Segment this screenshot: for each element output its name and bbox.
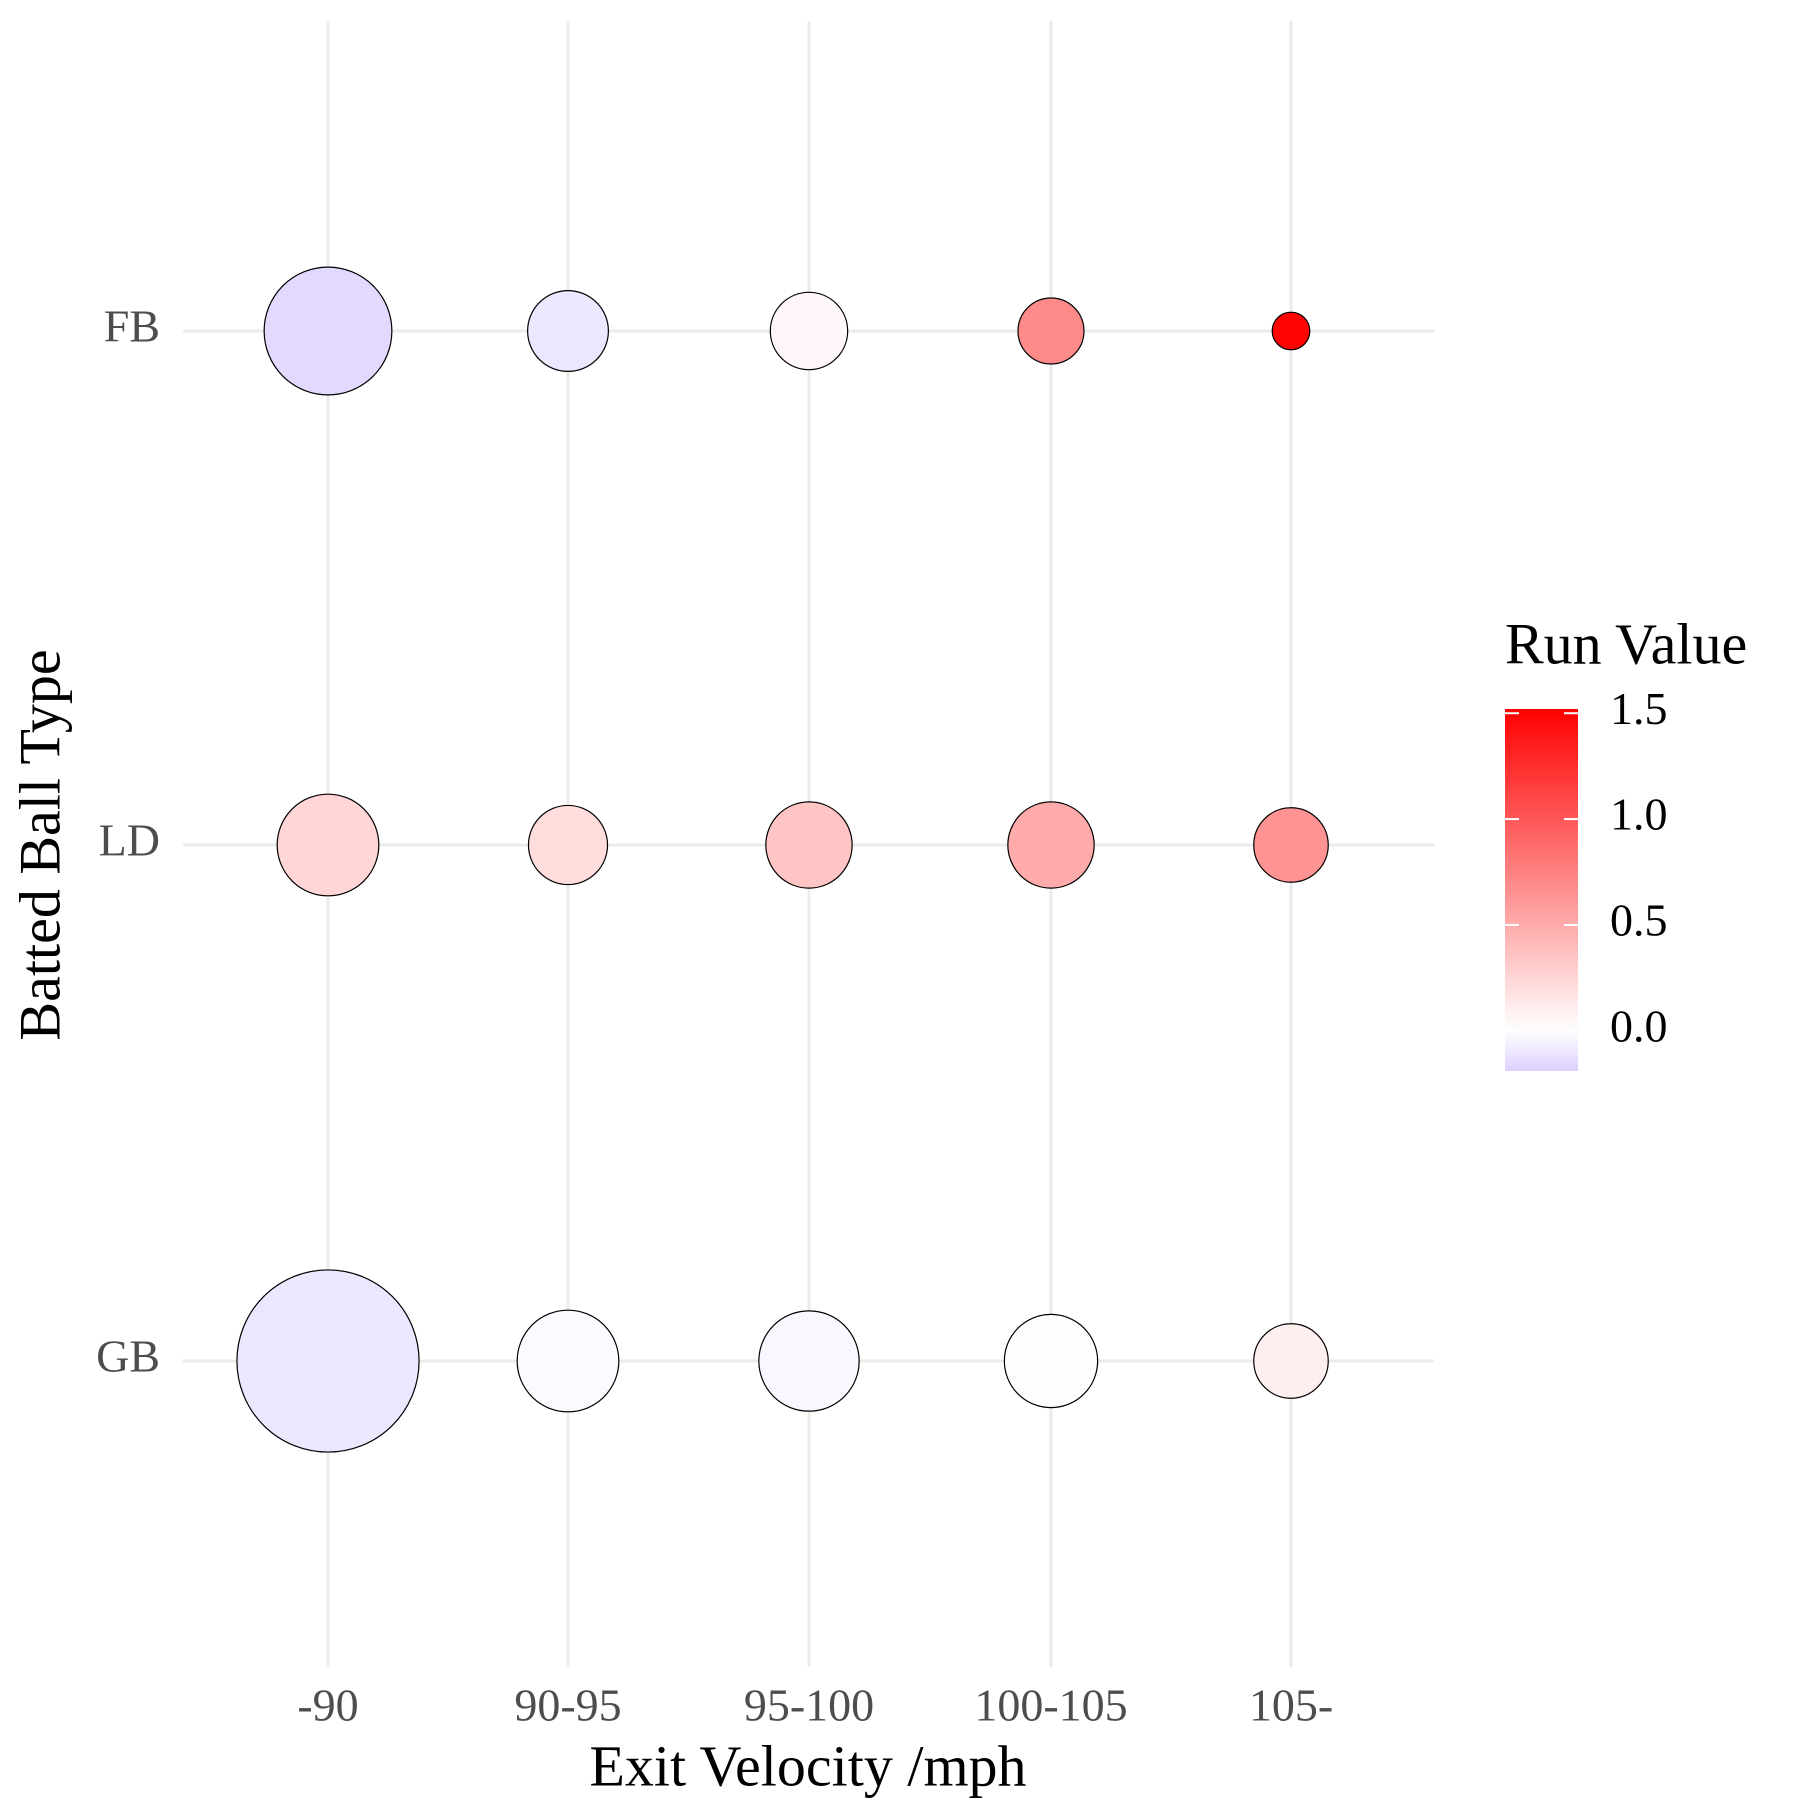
y-tick-label: GB (96, 1331, 160, 1382)
y-tick-label: FB (104, 301, 160, 352)
x-tick-label: 90-95 (514, 1680, 621, 1731)
colorbar-tick-label: 1.0 (1610, 789, 1668, 840)
colorbar-tick-label: 1.5 (1610, 683, 1668, 734)
x-axis-title: Exit Velocity /mph (589, 1733, 1026, 1798)
bubble (1003, 1313, 1099, 1409)
x-tick-label: 100-105 (974, 1680, 1127, 1731)
bubble (263, 266, 393, 396)
bubble (1017, 297, 1085, 365)
colorbar-title: Run Value (1505, 611, 1747, 676)
bubble (758, 1310, 860, 1412)
colorbar (1505, 709, 1578, 1071)
bubble (1271, 311, 1311, 351)
bubble (1253, 807, 1329, 883)
y-tick-label: LD (99, 815, 160, 866)
bubble (1007, 801, 1095, 889)
bubble (1253, 1323, 1329, 1399)
bubble (236, 1269, 420, 1453)
bubble (527, 290, 609, 372)
bubble (769, 291, 849, 371)
y-axis-title: Batted Ball Type (7, 649, 72, 1040)
x-tick-label: -90 (297, 1680, 358, 1731)
x-tick-label: 105- (1249, 1680, 1333, 1731)
bubble (527, 804, 609, 886)
bubble (516, 1309, 620, 1413)
bubble (765, 801, 853, 889)
colorbar-tick-label: 0.0 (1610, 1000, 1668, 1051)
x-tick-label: 95-100 (744, 1680, 874, 1731)
colorbar-tick-label: 0.5 (1610, 894, 1668, 945)
bubble (276, 793, 380, 897)
